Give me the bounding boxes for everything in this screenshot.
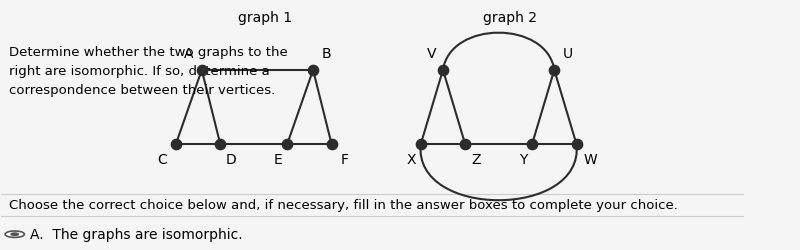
Circle shape (5, 231, 24, 237)
Text: E: E (274, 153, 282, 166)
Point (170, 143, 182, 147)
Point (195, 68, 208, 72)
Text: Z: Z (472, 153, 481, 166)
Text: Determine whether the two graphs to the
right are isomorphic. If so, determine a: Determine whether the two graphs to the … (9, 46, 287, 97)
Point (570, 143, 583, 147)
Text: graph 2: graph 2 (482, 11, 537, 25)
Text: graph 1: graph 1 (238, 11, 292, 25)
Text: Y: Y (519, 153, 527, 166)
Text: A.  The graphs are isomorphic.: A. The graphs are isomorphic. (30, 227, 242, 241)
Point (306, 68, 319, 72)
Text: V: V (427, 46, 437, 60)
Text: U: U (562, 46, 573, 60)
Point (459, 143, 472, 147)
Point (437, 68, 450, 72)
Point (281, 143, 294, 147)
Text: B: B (322, 46, 331, 60)
Circle shape (11, 233, 18, 235)
Point (214, 143, 226, 147)
Point (414, 143, 427, 147)
Text: Choose the correct choice below and, if necessary, fill in the answer boxes to c: Choose the correct choice below and, if … (9, 198, 678, 211)
Text: F: F (341, 153, 349, 166)
Text: C: C (158, 153, 167, 166)
Point (326, 143, 338, 147)
Text: X: X (407, 153, 417, 166)
Text: D: D (226, 153, 237, 166)
Text: W: W (583, 153, 597, 166)
Point (548, 68, 561, 72)
Point (526, 143, 538, 147)
Text: A: A (184, 46, 193, 60)
